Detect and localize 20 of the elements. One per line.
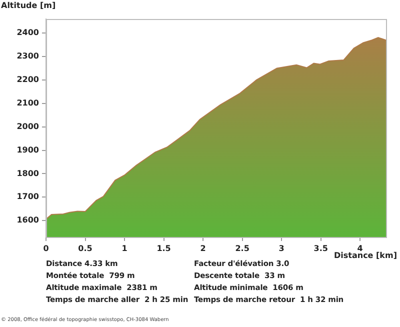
- x-axis-title: Distance [km]: [334, 251, 397, 260]
- x-tick-label: 3: [278, 244, 284, 253]
- y-axis-title: Altitude [m]: [1, 1, 56, 10]
- x-tick-label: 2: [200, 244, 206, 253]
- x-tick-label: 0: [43, 244, 50, 253]
- y-tick-label: 1800: [16, 168, 40, 178]
- y-tick-label: 2300: [16, 52, 40, 61]
- y-tick-label: 1700: [16, 192, 40, 202]
- y-tick-label: 1600: [16, 216, 40, 225]
- x-tick-label: 3.5: [314, 244, 328, 253]
- y-tick-label: 2000: [16, 122, 40, 131]
- x-tick-label: 4: [357, 244, 364, 253]
- x-tick-label: 1: [122, 244, 128, 253]
- y-tick-label: 2400: [16, 28, 40, 38]
- y-tick-label: 2100: [16, 98, 40, 108]
- x-tick-label: 1.5: [156, 244, 172, 253]
- y-tick-label: 2200: [16, 75, 40, 84]
- x-tick-label: 2.5: [235, 244, 250, 253]
- y-tick-label: 1900: [16, 145, 40, 154]
- x-tick-label: 0.5: [78, 244, 93, 253]
